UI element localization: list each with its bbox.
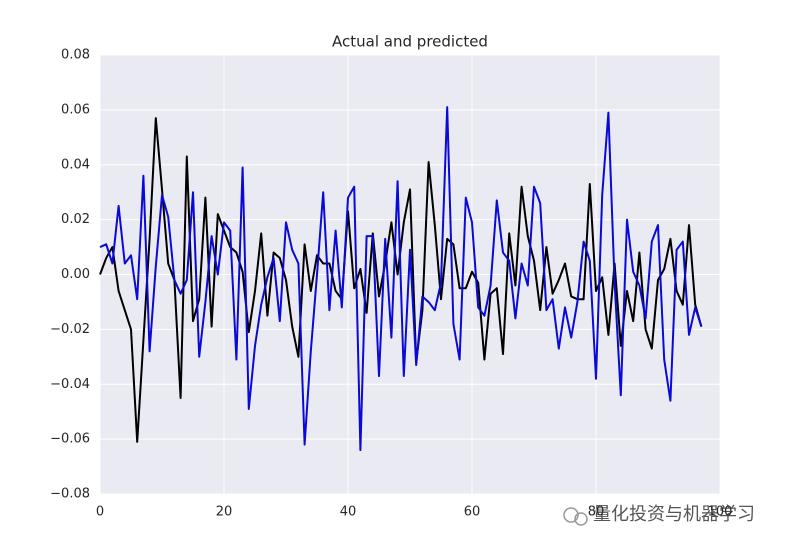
x-tick-label: 100: [708, 505, 733, 520]
x-tick-label: 0: [96, 505, 104, 520]
watermark: 量化投资与机器学习: [593, 504, 755, 525]
watermark-icon: [563, 507, 588, 526]
x-tick-label: 40: [340, 505, 357, 520]
data-line: [99, 106, 703, 452]
y-tick-label: −0.08: [50, 487, 90, 502]
chart-title: Actual and predicted: [332, 33, 488, 51]
x-tick-label: 80: [588, 505, 605, 520]
y-tick-label: 0.08: [61, 48, 90, 63]
y-tick-label: −0.06: [50, 432, 90, 447]
x-tick-label: 60: [464, 505, 481, 520]
y-tick-label: 0.00: [61, 267, 90, 282]
y-tick-label: 0.06: [61, 102, 90, 117]
y-tick-label: −0.02: [50, 322, 90, 337]
y-tick-label: 0.04: [61, 157, 90, 172]
y-tick-label: 0.02: [61, 212, 90, 227]
x-tick-label: 20: [216, 505, 233, 520]
y-tick-label: −0.04: [50, 377, 90, 392]
